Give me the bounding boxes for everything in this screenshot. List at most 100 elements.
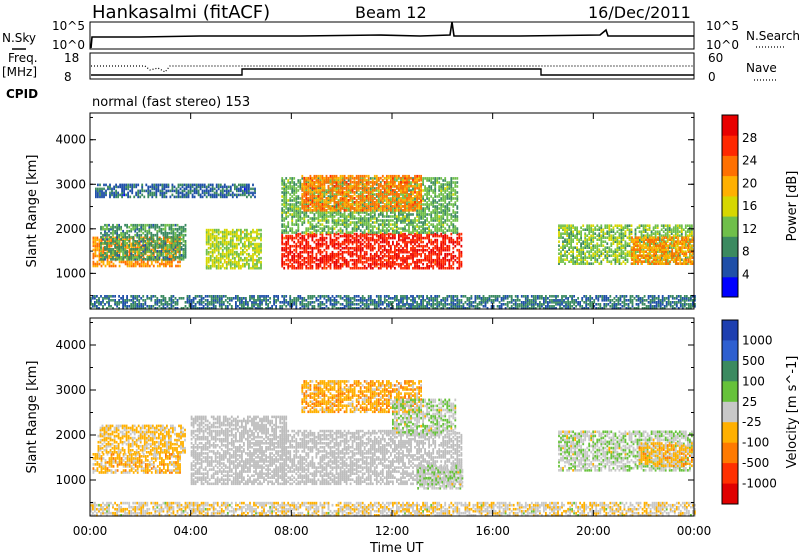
heatmap-cell <box>109 183 111 187</box>
heatmap-cell <box>373 252 376 256</box>
heatmap-cell <box>456 195 459 198</box>
heatmap-cell <box>283 187 286 190</box>
heatmap-cell <box>371 177 374 180</box>
heatmap-cell <box>388 234 390 238</box>
heatmap-cell <box>456 266 459 270</box>
heatmap-cell <box>369 203 372 206</box>
heatmap-cell <box>373 201 376 204</box>
heatmap-cell <box>383 180 386 184</box>
heatmap-cell <box>345 234 348 238</box>
heatmap-cell <box>444 254 447 258</box>
heatmap-cell <box>335 262 338 266</box>
heatmap-cell <box>329 252 332 256</box>
heatmap-cell <box>341 229 344 232</box>
heatmap-cell <box>163 238 165 242</box>
heatmap-cell <box>394 193 396 196</box>
heatmap-cell <box>150 256 153 259</box>
heatmap-cell <box>377 193 380 196</box>
heatmap-cell <box>373 242 376 246</box>
heatmap-cell <box>418 264 420 268</box>
heatmap-cell <box>343 223 346 226</box>
heatmap-cell <box>215 242 218 246</box>
heatmap-cell <box>120 225 122 229</box>
heatmap-cell <box>333 232 336 236</box>
heatmap-cell <box>412 201 414 204</box>
heatmap-cell <box>416 234 418 238</box>
heatmap-cell <box>103 187 105 191</box>
heatmap-cell <box>371 236 374 240</box>
heatmap-cell <box>285 201 288 204</box>
heatmap-cell <box>420 174 422 178</box>
heatmap-cell <box>365 203 368 206</box>
heatmap-cell <box>414 248 416 252</box>
heatmap-cell <box>96 242 99 246</box>
heatmap-cell <box>180 229 183 233</box>
heatmap-cell <box>283 260 286 264</box>
heatmap-cell <box>148 246 151 249</box>
heatmap-cell <box>450 256 453 260</box>
heatmap-cell <box>256 250 258 254</box>
heatmap-cell <box>460 236 463 240</box>
heatmap-cell <box>406 250 408 254</box>
heatmap-cell <box>283 195 286 198</box>
heatmap-cell <box>285 203 288 206</box>
heatmap-cell <box>400 205 402 208</box>
heatmap-cell <box>327 219 330 222</box>
heatmap-cell <box>242 242 244 246</box>
heatmap-cell <box>118 225 120 229</box>
heatmap-cell <box>281 260 284 264</box>
heatmap-cell <box>343 209 346 212</box>
heatmap-cell <box>217 266 220 270</box>
heatmap-cell <box>379 256 382 260</box>
heatmap-cell <box>134 223 137 227</box>
heatmap-cell <box>134 242 137 246</box>
heatmap-cell <box>297 264 300 268</box>
heatmap-cell <box>303 199 306 202</box>
heatmap-cell <box>359 232 362 236</box>
heatmap-cell <box>321 191 324 194</box>
heatmap-cell <box>209 234 212 238</box>
heatmap-cell <box>174 233 177 237</box>
heatmap-cell <box>205 236 208 240</box>
heatmap-cell <box>394 188 396 192</box>
heatmap-cell <box>371 229 374 232</box>
heatmap-cell <box>180 254 183 257</box>
heatmap-cell <box>353 221 356 224</box>
heatmap-cell <box>221 230 224 234</box>
heatmap-cell <box>299 219 302 222</box>
heatmap-cell <box>252 266 254 270</box>
heatmap-cell <box>256 266 258 270</box>
heatmap-cell <box>452 215 455 218</box>
heatmap-cell <box>321 211 324 214</box>
heatmap-cell <box>349 232 352 236</box>
heatmap-cell <box>289 246 292 250</box>
heatmap-cell <box>207 260 210 264</box>
heatmap-cell <box>172 246 175 249</box>
heatmap-cell <box>156 225 159 229</box>
heatmap-cell <box>285 187 288 190</box>
heatmap-cell <box>363 182 366 186</box>
heatmap-cell <box>319 180 322 184</box>
heatmap-cell <box>215 228 218 232</box>
heatmap-cell <box>117 191 119 195</box>
heatmap-cell <box>250 254 252 258</box>
heatmap-cell <box>176 237 179 241</box>
heatmap-cell <box>291 205 294 208</box>
heatmap-cell <box>144 264 147 268</box>
heatmap-cell <box>281 199 284 202</box>
heatmap-cell <box>209 258 212 262</box>
heatmap-cell <box>392 219 394 222</box>
heatmap-cell <box>211 262 214 266</box>
heatmap-cell <box>285 177 288 180</box>
heatmap-cell <box>390 248 392 252</box>
heatmap-cell <box>450 240 453 244</box>
heatmap-cell <box>122 240 124 243</box>
heatmap-cell <box>162 252 165 255</box>
heatmap-cell <box>438 193 441 196</box>
heatmap-cell <box>452 197 455 200</box>
heatmap-cell <box>98 242 101 246</box>
heatmap-cell <box>258 246 260 250</box>
heatmap-cell <box>221 252 224 256</box>
heatmap-cell <box>331 195 334 198</box>
heatmap-cell <box>242 264 244 268</box>
